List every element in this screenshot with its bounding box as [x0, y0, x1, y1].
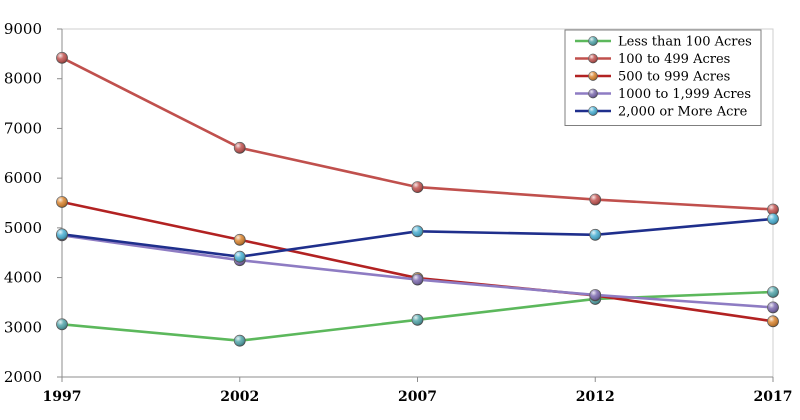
series-1: [56, 286, 779, 347]
x-tick-label: 2007: [398, 389, 437, 405]
series-4: [56, 229, 779, 314]
data-point-highlight: [767, 213, 779, 225]
data-point-highlight: [56, 196, 68, 208]
data-point-highlight: [767, 315, 779, 327]
series-layer: [56, 51, 779, 347]
series-2: [56, 51, 779, 216]
x-tick-label: 1997: [43, 389, 82, 405]
legend-item: Less than 100 Acres: [575, 35, 752, 50]
legend-item: 1000 to 1,999 Acres: [575, 87, 751, 102]
data-point-highlight: [56, 228, 68, 240]
x-tick-label: 2017: [754, 389, 793, 405]
legend-label: 100 to 499 Acres: [618, 52, 730, 67]
data-point-highlight: [589, 229, 601, 241]
legend-label: 500 to 999 Acres: [618, 70, 730, 85]
y-tick-label: 5000: [4, 219, 42, 237]
axes-layer: 2000 3000 4000 5000 6000 7000 8000 9000 1997 2002…: [4, 20, 793, 405]
legend-label: 2,000 or More Acre: [618, 105, 748, 120]
legend-swatch-highlight: [588, 54, 598, 63]
y-tick-label: 6000: [4, 169, 42, 187]
legend-item: 100 to 499 Acres: [575, 52, 730, 67]
x-tick-label: 2002: [220, 389, 259, 405]
data-point-highlight: [234, 234, 246, 246]
y-tick-label: 8000: [4, 70, 42, 88]
data-point-highlight: [412, 274, 423, 286]
data-point-highlight: [56, 52, 68, 64]
legend-swatch-highlight: [588, 89, 598, 98]
legend-swatch-highlight: [588, 36, 598, 46]
legend-label: Less than 100 Acres: [618, 35, 752, 50]
series-3: [56, 196, 779, 328]
y-tick-label: 7000: [4, 119, 42, 137]
series-line: [61, 200, 774, 323]
y-tick-label: 3000: [4, 318, 42, 336]
data-point-highlight: [56, 318, 68, 330]
legend: Less than 100 Acres 100 to 499 Acres 500 t…: [564, 29, 762, 126]
data-point-highlight: [412, 225, 423, 237]
legend-item: 2,000 or More Acre: [575, 105, 748, 120]
y-tick-label: 9000: [4, 20, 42, 38]
data-point-highlight: [234, 142, 246, 154]
data-point-highlight: [767, 203, 779, 215]
y-tick-label: 4000: [4, 269, 42, 287]
legend-box: [564, 29, 762, 126]
data-point-highlight: [589, 289, 601, 301]
data-point-highlight: [767, 301, 779, 313]
legend-swatch-highlight: [588, 106, 598, 116]
data-point-highlight: [412, 181, 423, 193]
legend-label: 1000 to 1,999 Acres: [618, 87, 751, 102]
series-5: [56, 213, 779, 263]
legend-item: 500 to 999 Acres: [575, 70, 730, 85]
data-point-highlight: [589, 194, 601, 206]
data-point-highlight: [767, 286, 779, 298]
data-point-highlight: [412, 314, 423, 326]
data-point-highlight: [234, 251, 246, 263]
data-point-highlight: [234, 335, 246, 347]
x-tick-label: 2012: [576, 389, 615, 405]
y-tick-label: 2000: [4, 368, 42, 386]
legend-swatch-highlight: [588, 71, 598, 81]
